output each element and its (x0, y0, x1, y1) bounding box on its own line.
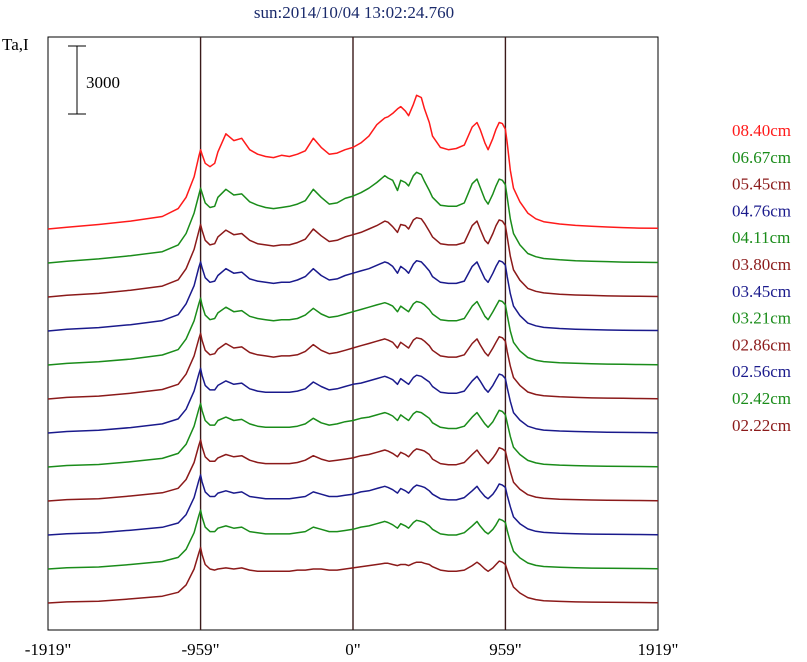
x-tick-label-1: -959" (182, 640, 220, 659)
legend-entry-02-56cm: 02.56cm (732, 362, 791, 381)
legend-entry-04-11cm: 04.11cm (732, 228, 790, 247)
legend-entry-05-45cm: 05.45cm (732, 175, 791, 194)
series-line-08-40cm (47, 94, 659, 230)
scale-bar: 3000 (68, 45, 120, 115)
series-line-06-67cm (47, 171, 659, 264)
legend-entry-02-86cm: 02.86cm (732, 335, 791, 354)
y-axis-label: Ta,I (2, 35, 29, 54)
legend-entry-03-21cm: 03.21cm (732, 309, 791, 328)
series-line-03-45cm (47, 367, 659, 434)
x-tick-label-3: 959" (489, 640, 521, 659)
series-line-02-86cm (47, 439, 659, 502)
legend: 08.40cm 06.67cm 05.45cm 04.76cm 04.11cm 03.80… (732, 121, 791, 435)
legend-entry-03-45cm: 03.45cm (732, 282, 791, 301)
series-line-04-76cm (47, 259, 659, 332)
series-line-03-21cm (47, 402, 659, 468)
x-tick-label-2: 0" (345, 640, 360, 659)
series-line-02-22cm (47, 546, 659, 604)
x-tick-label-4: 1919" (638, 640, 679, 659)
series-lines (47, 94, 659, 604)
series-line-04-11cm (47, 297, 659, 366)
legend-entry-03-80cm: 03.80cm (732, 255, 791, 274)
legend-entry-06-67cm: 06.67cm (732, 148, 791, 167)
series-line-03-80cm (47, 332, 659, 400)
x-tick-labels: -1919" -959" 0" 959" 1919" (25, 640, 679, 659)
legend-entry-04-76cm: 04.76cm (732, 201, 791, 220)
series-line-02-56cm (47, 474, 659, 536)
scale-bar-label: 3000 (86, 73, 120, 92)
legend-entry-02-42cm: 02.42cm (732, 389, 791, 408)
series-line-05-45cm (47, 216, 659, 298)
series-line-02-42cm (47, 509, 659, 570)
legend-entry-08-40cm: 08.40cm (732, 121, 791, 140)
legend-entry-02-22cm: 02.22cm (732, 416, 791, 435)
reference-lines (199, 37, 507, 630)
x-tick-label-0: -1919" (25, 640, 72, 659)
chart-title: sun:2014/10/04 13:02:24.760 (254, 3, 454, 22)
